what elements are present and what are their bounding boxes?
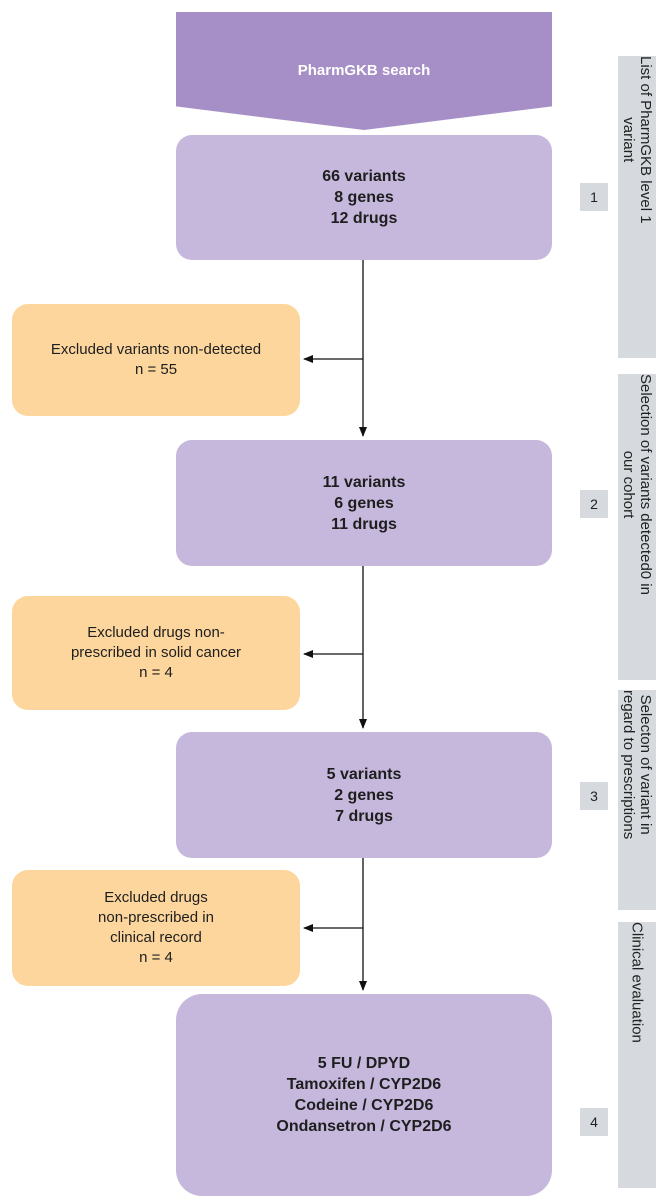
side-panel-step-4: Clinical evaluation	[618, 922, 656, 1188]
step-1-number-badge: 1	[580, 183, 608, 211]
side-label-step-2: Selection of variants detected0 in our c…	[620, 374, 654, 595]
side-label-step-3: Selecton of variant in regard to prescri…	[620, 690, 654, 839]
side-label-step-1: List of PharmGKB level 1 variant	[620, 56, 654, 224]
step-1-line: 12 drugs	[330, 210, 398, 227]
exclusion-3-line: non-prescribed in	[98, 909, 214, 926]
step-1-line: 66 variants	[322, 168, 406, 185]
step-3-line: 5 variants	[326, 765, 402, 783]
step-1-line: 8 genes	[334, 189, 394, 206]
header-label: PharmGKB search	[297, 62, 431, 79]
side-label-line: Selecton of variant in	[637, 694, 654, 835]
exclusion-box-1: Excluded variants non-detected n = 55	[12, 304, 300, 416]
side-label-line: our cohort	[620, 450, 637, 519]
side-label-line: List of PharmGKB level 1	[637, 56, 654, 224]
step-2-line: 11 drugs	[331, 515, 397, 533]
step-4-line: Ondansetron / CYP2D6	[276, 1118, 452, 1135]
step-4-number-badge: 4	[580, 1108, 608, 1136]
step-2-number-badge: 2	[580, 490, 608, 518]
step-3-line: 7 drugs	[335, 807, 393, 825]
exclusion-box-2: Excluded drugs non- prescribed in solid …	[12, 596, 300, 710]
exclusion-box-3: Excluded drugs non-prescribed in clinica…	[12, 870, 300, 986]
side-label-step-4: Clinical evaluation	[629, 922, 646, 1043]
step-1-number: 1	[590, 189, 598, 205]
step-4-number: 4	[590, 1114, 598, 1130]
side-label-line: regard to prescriptions	[620, 690, 637, 840]
step-2-box: 11 variants 6 genes 11 drugs	[176, 440, 552, 566]
step-4-line: Tamoxifen / CYP2D6	[286, 1076, 442, 1093]
side-panel-step-2: Selection of variants detected0 in our c…	[618, 374, 656, 680]
step-3-line: 2 genes	[334, 786, 394, 804]
exclusion-2-line: prescribed in solid cancer	[70, 644, 242, 661]
exclusion-2-line: Excluded drugs non-	[87, 624, 225, 641]
step-3-number: 3	[590, 788, 598, 804]
step-3-box: 5 variants 2 genes 7 drugs	[176, 732, 552, 858]
exclusion-3-line: n = 4	[139, 949, 173, 966]
side-label-line: Clinical evaluation	[628, 922, 646, 1043]
step-2-line: 11 variants	[322, 473, 406, 491]
step-4-line: Codeine / CYP2D6	[294, 1097, 434, 1114]
step-1-box: 66 variants 8 genes 12 drugs	[176, 135, 552, 260]
step-4-box: 5 FU / DPYD Tamoxifen / CYP2D6 Codeine /…	[176, 994, 552, 1196]
exclusion-2-line: n = 4	[139, 664, 173, 681]
step-2-line: 6 genes	[334, 494, 394, 512]
exclusion-1-line: Excluded variants non-detected	[50, 341, 262, 358]
side-panel-step-1: List of PharmGKB level 1 variant	[618, 56, 656, 358]
exclusion-3-line: Excluded drugs	[104, 889, 208, 906]
exclusion-3-line: clinical record	[110, 929, 202, 946]
side-label-line: variant	[620, 117, 637, 163]
side-label-line: Selection of variants detected0 in	[637, 374, 654, 595]
step-4-line: 5 FU / DPYD	[317, 1055, 411, 1072]
step-3-number-badge: 3	[580, 782, 608, 810]
step-2-number: 2	[590, 496, 598, 512]
pharmgkb-search-header: PharmGKB search	[176, 12, 552, 130]
side-panel-step-3: Selecton of variant in regard to prescri…	[618, 690, 656, 910]
exclusion-1-line: n = 55	[134, 361, 178, 378]
